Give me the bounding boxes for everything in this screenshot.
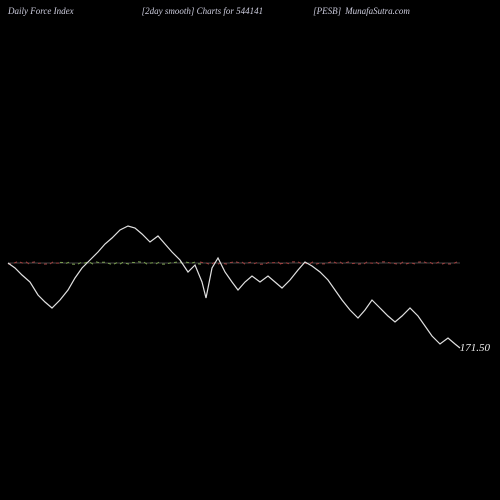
price-line <box>8 226 460 348</box>
current-value-label: 171.50 <box>460 342 490 354</box>
force-index-chart <box>0 0 500 500</box>
